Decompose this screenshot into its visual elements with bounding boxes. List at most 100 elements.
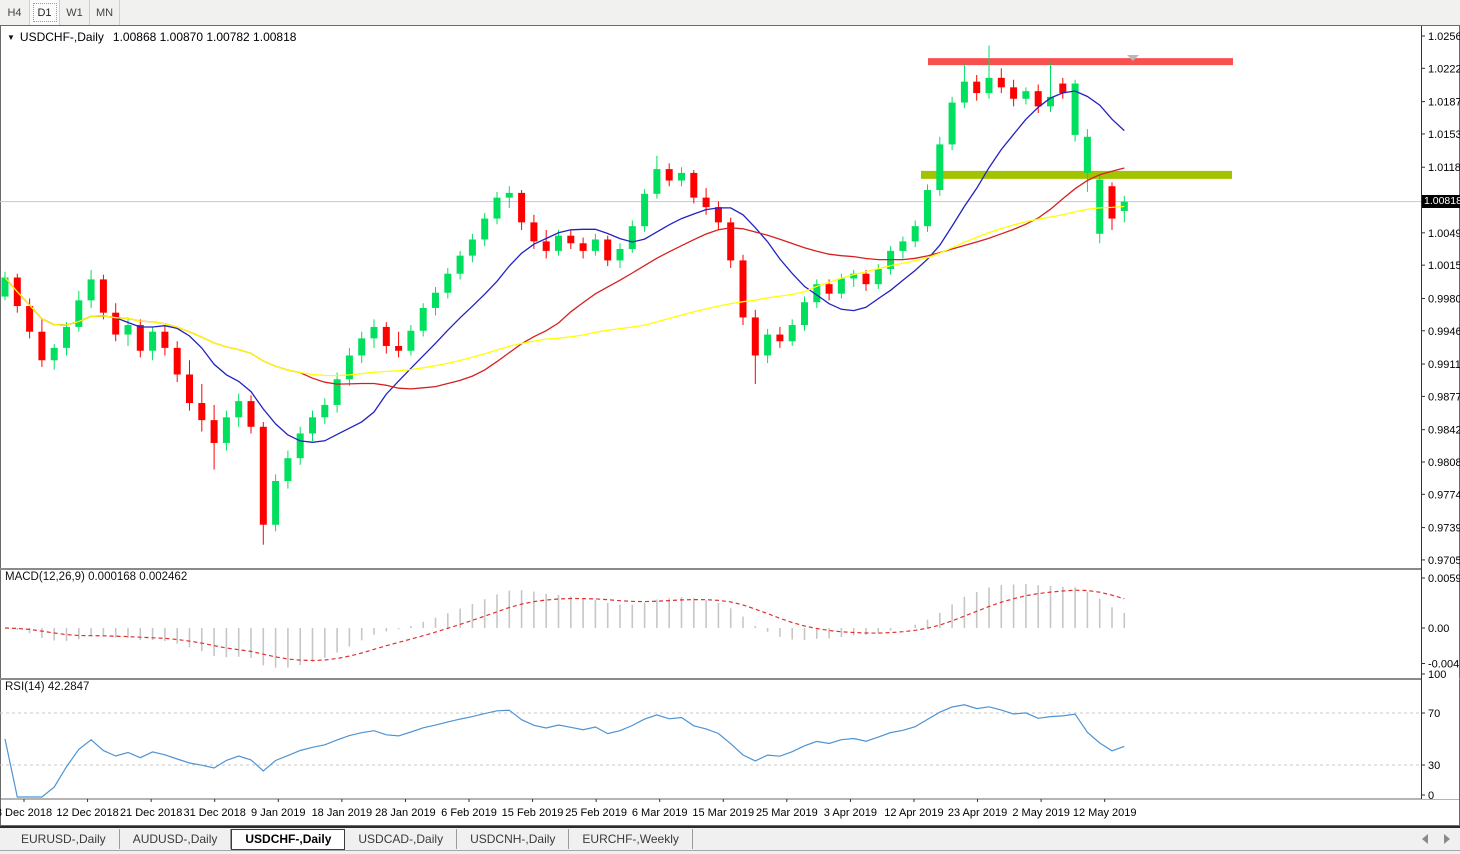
candle-body xyxy=(936,144,944,191)
candle-body xyxy=(444,273,452,293)
candle-body xyxy=(309,417,316,434)
candle-body xyxy=(702,197,710,208)
candle-body xyxy=(161,331,169,348)
candle-body xyxy=(505,192,513,198)
candle-body xyxy=(149,331,157,351)
tab-audusd-daily[interactable]: AUDUSD-,Daily xyxy=(120,829,232,849)
price-tick-label: 1.01870 xyxy=(1428,97,1460,109)
tab-scroll-right-icon[interactable] xyxy=(1444,834,1450,844)
tab-usdcad-daily[interactable]: USDCAD-,Daily xyxy=(345,829,458,849)
macd-pane[interactable] xyxy=(4,583,1126,668)
time-axis[interactable]: 3 Dec 2018 12 Dec 2018 21 Dec 2018 31 Dec 2… xyxy=(0,799,1136,819)
candle-body xyxy=(764,334,772,356)
candle-body xyxy=(382,326,390,346)
date-tick-label: 31 Dec 2018 xyxy=(184,807,246,819)
tab-usdchf-daily[interactable]: USDCHF-,Daily xyxy=(231,828,346,850)
timeframe-w1-button[interactable]: W1 xyxy=(60,0,90,25)
rsi-tick-label: 100 xyxy=(1428,669,1446,681)
date-tick-label: 12 Dec 2018 xyxy=(56,807,118,819)
candle-body xyxy=(493,197,501,219)
candle-body xyxy=(874,268,882,285)
candle-body xyxy=(112,312,120,335)
price-axis-background[interactable] xyxy=(1422,26,1459,799)
tab-usdcnh-daily[interactable]: USDCNH-,Daily xyxy=(457,829,570,849)
date-tick-label: 25 Feb 2019 xyxy=(565,807,627,819)
chart-title: ▼ USDCHF-,Daily 1.00868 1.00870 1.00782 1.… xyxy=(7,30,296,44)
date-tick-label: 23 Apr 2019 xyxy=(948,807,1007,819)
candle-body xyxy=(751,317,759,356)
date-tick-label: 6 Feb 2019 xyxy=(441,807,497,819)
timeframe-d1-button[interactable]: D1 xyxy=(30,0,60,25)
macd-tick-label: 0.00 xyxy=(1428,623,1449,635)
macd-tick-label: -0.00424 xyxy=(1428,659,1460,671)
chart-shift-marker-icon[interactable] xyxy=(1127,55,1139,61)
macd-signal-line xyxy=(4,589,1125,662)
candle-body xyxy=(813,284,821,303)
candle-body xyxy=(284,458,292,481)
candle-body xyxy=(26,306,34,332)
candle-body xyxy=(616,248,624,261)
chart-symbol-label: USDCHF-,Daily xyxy=(19,30,104,44)
timeframe-toolbar: H4 D1 W1 MN xyxy=(0,0,1460,26)
candle-body xyxy=(432,292,439,308)
candle-body xyxy=(198,403,206,421)
candle-body xyxy=(973,81,981,94)
chart-dropdown-icon[interactable]: ▼ xyxy=(7,33,15,42)
chart-window[interactable]: 1.02560 1.02220 1.01870 1.01530 1.01180 1.004… xyxy=(0,25,1460,826)
candle-body xyxy=(739,260,747,318)
candle-body xyxy=(321,404,329,418)
candle-body xyxy=(1059,83,1067,94)
candle-body xyxy=(924,190,931,227)
status-strip xyxy=(0,851,1460,854)
rsi-line xyxy=(4,704,1125,798)
price-tick-label: 1.02220 xyxy=(1428,63,1460,75)
rsi-tick-label: 70 xyxy=(1428,708,1440,720)
rsi-tick-label: 30 xyxy=(1428,760,1440,772)
date-tick-label: 12 May 2019 xyxy=(1073,807,1137,819)
tab-eurchf-weekly[interactable]: EURCHF-,Weekly xyxy=(569,829,693,849)
timeframe-h4-button[interactable]: H4 xyxy=(0,0,30,25)
price-tick-label: 1.02560 xyxy=(1428,31,1460,43)
candle-body xyxy=(87,279,95,301)
price-axis[interactable]: 1.02560 1.02220 1.01870 1.01530 1.01180 1.004… xyxy=(1421,26,1460,802)
candle-body xyxy=(1108,186,1116,219)
chart-background xyxy=(0,25,1460,826)
candle-body xyxy=(481,218,489,240)
candle-body xyxy=(801,302,808,326)
tab-eurusd-daily[interactable]: EURUSD-,Daily xyxy=(8,829,120,849)
candle-body xyxy=(75,300,83,327)
candle-body xyxy=(235,401,243,418)
candle-body xyxy=(628,226,636,249)
candle-body xyxy=(272,480,280,525)
candle-body xyxy=(518,192,526,223)
candle-body xyxy=(1120,201,1128,211)
candle-body xyxy=(653,169,661,194)
main-macd-splitter[interactable] xyxy=(0,568,1460,570)
candle-body xyxy=(641,193,649,227)
candle-body xyxy=(124,325,132,335)
candle-body xyxy=(1071,83,1079,135)
chart-tab-bar: EURUSD-,Daily AUDUSD-,Daily USDCHF-,Dail… xyxy=(0,826,1460,854)
candle-body xyxy=(899,241,907,251)
tab-scroll-left-icon[interactable] xyxy=(1422,834,1428,844)
macd-rsi-splitter[interactable] xyxy=(0,678,1460,680)
candle-body xyxy=(985,77,993,94)
price-tick-label: 1.01180 xyxy=(1428,162,1460,174)
candle-body xyxy=(678,172,685,181)
candle-body xyxy=(50,347,58,361)
rsi-pane[interactable] xyxy=(0,704,1421,798)
candle-body xyxy=(1047,96,1054,107)
candle-body xyxy=(63,326,70,348)
candle-body xyxy=(1010,87,1018,99)
candle-body xyxy=(788,325,796,342)
candle-body xyxy=(579,243,587,251)
chart-canvas[interactable]: 1.02560 1.02220 1.01870 1.01530 1.01180 1.004… xyxy=(0,25,1460,826)
macd-indicator-label: MACD(12,26,9) 0.000168 0.002462 xyxy=(5,571,188,583)
timeframe-mn-button[interactable]: MN xyxy=(90,0,120,25)
